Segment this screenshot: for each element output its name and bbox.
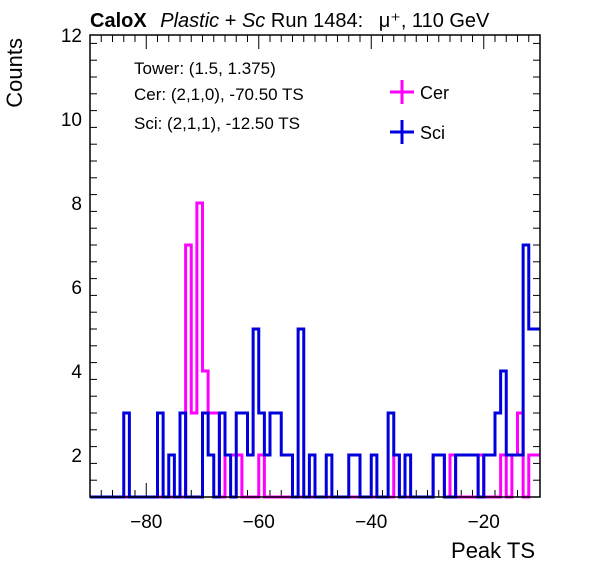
histogram-line-sci — [90, 243, 540, 499]
x-axis-label: Peak TS — [451, 538, 535, 563]
plot-frame — [89, 34, 541, 498]
header-plus: + — [225, 10, 242, 32]
figure-header: CaloX Plastic + Sc Run 1484: μ⁺, 110 GeV — [90, 10, 490, 32]
y-axis-label: Counts — [2, 38, 27, 108]
x-tick-label: −20 — [468, 512, 500, 533]
legend-label-cer: Cer — [420, 83, 449, 103]
header-material-a: Plastic — [160, 10, 219, 32]
header-material-b: Sc — [242, 10, 265, 32]
y-tick-label: 6 — [71, 278, 82, 299]
x-tick-label: −40 — [355, 512, 387, 533]
header-brand: CaloX — [90, 10, 147, 32]
y-tick-label: 4 — [71, 362, 82, 383]
legend-entry-sci: Sci — [390, 120, 445, 144]
y-tick-label: 10 — [61, 110, 82, 131]
legend: Cer Sci — [390, 80, 449, 144]
header-particle: μ⁺, 110 GeV — [379, 10, 490, 32]
y-tick-label: 12 — [61, 26, 82, 47]
header-run: Run 1484: — [271, 10, 363, 32]
y-tick-label: 8 — [71, 194, 82, 215]
legend-entry-cer: Cer — [390, 80, 449, 104]
x-tick-label: −80 — [130, 512, 162, 533]
info-sci: Sci: (2,1,1), -12.50 TS — [134, 114, 300, 133]
legend-label-sci: Sci — [420, 123, 445, 143]
x-tick-label: −60 — [243, 512, 275, 533]
info-tower: Tower: (1.5, 1.375) — [134, 59, 276, 78]
tick-labels: −80 −60 −40 −20 2 4 6 8 10 12 — [61, 26, 500, 533]
info-cer: Cer: (2,1,0), -70.50 TS — [134, 85, 304, 104]
y-tick-label: 2 — [71, 446, 82, 467]
series-layer — [90, 201, 540, 499]
